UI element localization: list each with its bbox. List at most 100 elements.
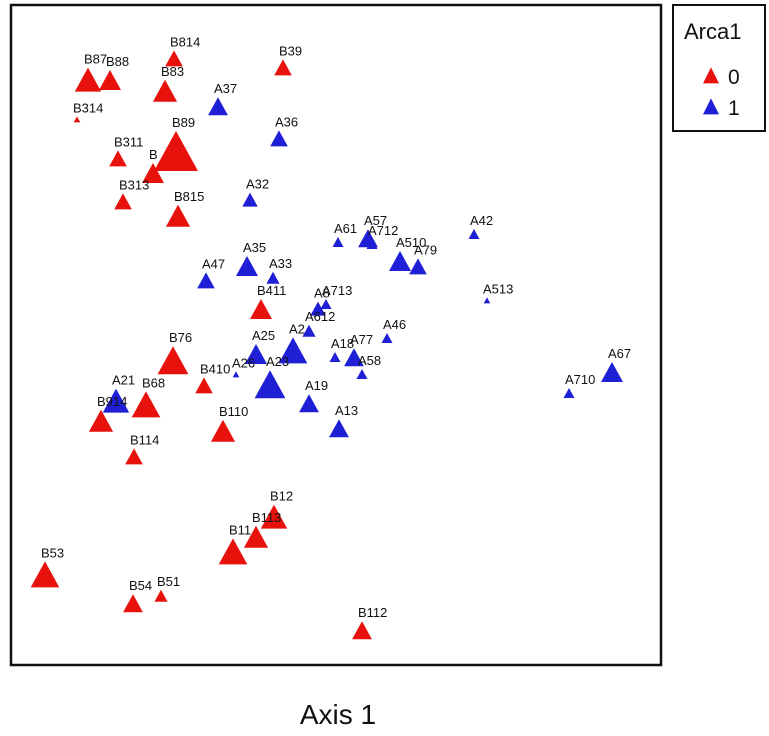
point-a36: [270, 130, 288, 147]
point-b112: [352, 621, 372, 640]
point-a35: [236, 256, 258, 276]
legend-label-1: 1: [728, 97, 740, 120]
point-label-b112: B112: [358, 605, 387, 620]
point-b68: [131, 391, 161, 418]
point-label-b411: B411: [257, 283, 286, 298]
point-label-a18: A18: [331, 336, 354, 351]
legend-marker-1: [703, 98, 719, 115]
point-b87: [74, 67, 102, 92]
point-b89: [154, 131, 198, 171]
point-label-b914: B914: [97, 394, 127, 409]
point-label-a36: A36: [275, 114, 298, 129]
point-label-b39: B39: [279, 43, 302, 58]
point-b88: [99, 70, 121, 90]
point-a2: [278, 337, 308, 364]
point-a21: [102, 388, 130, 413]
point-label-b83: B83: [161, 64, 184, 79]
point-a23: [254, 370, 286, 399]
point-label-a612: A612: [305, 309, 335, 324]
point-label-a37: A37: [214, 81, 237, 96]
point-b53: [30, 561, 60, 588]
point-a46: [381, 333, 393, 343]
point-b83: [152, 79, 178, 102]
point-a79: [409, 258, 427, 275]
point-label-b11: B11: [229, 522, 251, 537]
point-label-b314: B314: [73, 100, 103, 115]
point-label-a67: A67: [608, 346, 631, 361]
point-b110: [210, 419, 236, 442]
point-label-b113: B113: [252, 510, 281, 525]
point-label-b815: B815: [174, 189, 204, 204]
point-a47: [197, 272, 215, 289]
point-b113: [243, 525, 269, 548]
point-label-a712: A712: [368, 223, 398, 238]
point-a510: [389, 251, 411, 271]
point-label-b410: B410: [200, 361, 230, 376]
point-a8: [310, 301, 326, 316]
point-label-b114: B114: [130, 432, 159, 447]
point-b914: [88, 409, 114, 432]
point-b411: [250, 299, 272, 319]
point-label-b12: B12: [270, 489, 293, 504]
points-layer: [30, 50, 623, 640]
point-label-a21: A21: [112, 373, 135, 388]
point-b51: [154, 589, 168, 602]
point-label-a713: A713: [322, 283, 352, 298]
point-label-a510: A510: [396, 235, 426, 250]
point-a18: [329, 352, 341, 362]
point-a513: [483, 297, 491, 304]
point-label-b313: B313: [119, 177, 149, 192]
legend-box: [672, 4, 766, 132]
point-label-a58: A58: [358, 353, 381, 368]
point-a33: [266, 271, 280, 284]
point-label-b51: B51: [157, 574, 180, 589]
point-label-b53: B53: [41, 545, 64, 560]
point-label-b814: B814: [170, 34, 200, 49]
point-b815: [165, 204, 191, 227]
point-a67: [601, 362, 623, 382]
point-label-a13: A13: [335, 403, 358, 418]
point-label-a710: A710: [565, 372, 595, 387]
point-label-a513: A513: [483, 281, 513, 296]
point-label-b88: B88: [106, 54, 129, 69]
point-a26: [232, 371, 240, 378]
point-a712: [366, 239, 378, 249]
point-a25: [245, 344, 267, 364]
point-a77: [344, 348, 364, 367]
point-b39: [274, 59, 292, 76]
point-a37: [208, 97, 228, 116]
point-b410: [195, 377, 213, 394]
plot-frame: [9, 3, 663, 667]
point-label-b76: B76: [169, 330, 192, 345]
point-a13: [329, 419, 349, 438]
point-b11: [218, 538, 248, 565]
point-b54: [123, 594, 143, 613]
point-label-a57: A57: [364, 213, 387, 228]
point-label-a61: A61: [334, 221, 357, 236]
point-label-a26: A26: [232, 355, 255, 370]
point-b311: [109, 150, 127, 167]
point-label-a19: A19: [305, 378, 328, 393]
point-label-a42: A42: [470, 213, 493, 228]
legend-marker-0: [703, 67, 719, 84]
point-b814: [165, 50, 183, 67]
point-label-a8: A8: [314, 286, 330, 301]
point-label-b54: B54: [129, 578, 152, 593]
point-label-a23: A23: [266, 354, 289, 369]
point-label-b110: B110: [219, 404, 248, 419]
point-label-a35: A35: [243, 240, 266, 255]
point-label-b87: B87: [84, 52, 107, 67]
point-label-a47: A47: [202, 256, 225, 271]
point-a42: [468, 229, 480, 239]
point-label-b89: B89: [172, 115, 195, 130]
point-a710: [563, 388, 575, 398]
point-a19: [299, 394, 319, 413]
point-a58: [356, 369, 368, 379]
point-a32: [242, 192, 258, 207]
point-a612: [302, 324, 316, 337]
point-label-b: B: [149, 147, 158, 162]
legend: Arca1 0 1: [672, 4, 766, 132]
point-label-a33: A33: [269, 256, 292, 271]
